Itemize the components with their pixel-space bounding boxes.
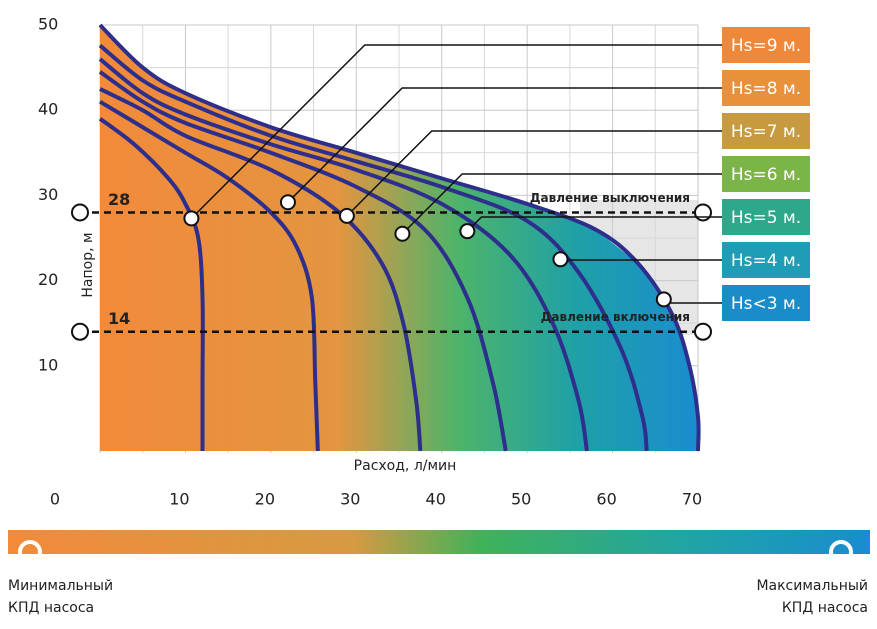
legend-label: Hs<3 м. — [731, 294, 801, 314]
legend-box — [722, 70, 810, 106]
legend-box — [722, 199, 810, 235]
legend-label: Hs=8 м. — [731, 79, 801, 99]
legend-box — [722, 156, 810, 192]
legend-label: Hs=7 м. — [731, 122, 801, 142]
pressure-value: 14 — [108, 309, 130, 328]
x-tick-label: 10 — [169, 490, 189, 509]
pump-curve — [98, 57, 589, 452]
x-tick-label: 40 — [426, 490, 446, 509]
legend-box — [722, 285, 810, 321]
x-tick-label: 70 — [682, 490, 702, 509]
legend-label: Hs=4 м. — [731, 251, 801, 271]
pressure-marker — [71, 322, 89, 341]
pressure-marker — [694, 322, 712, 341]
scale-min-marker — [18, 540, 42, 564]
x-tick-label: 60 — [596, 490, 616, 509]
curve-point — [655, 291, 672, 308]
max-label: Максимальный — [756, 578, 868, 594]
y-tick-label: 10 — [38, 355, 58, 374]
leader-line — [401, 173, 722, 235]
leader-line — [559, 259, 722, 261]
x-tick-label: 30 — [340, 490, 360, 509]
pressure-marker — [71, 203, 89, 222]
y-tick-label: 40 — [38, 100, 58, 119]
y-axis-label: Напор, м — [80, 232, 96, 297]
y-tick-label: 30 — [38, 185, 58, 204]
legend-box — [722, 113, 810, 149]
leader-line — [287, 87, 722, 203]
efficiency-scale — [8, 530, 870, 554]
y-tick-label: 20 — [38, 270, 58, 289]
x-tick-label: 50 — [511, 490, 531, 509]
pump-curve — [98, 99, 320, 452]
pressure-marker — [694, 203, 712, 222]
pressure-text: Давление выключения — [530, 191, 690, 205]
pressure-text: Давление включения — [541, 310, 690, 324]
legend-box — [722, 242, 810, 278]
y-tick-label: 50 — [38, 15, 58, 34]
x-tick-label: 0 — [50, 490, 60, 509]
legend-label: Hs=5 м. — [731, 208, 801, 228]
curve-point — [183, 210, 200, 227]
legend-label: Hs=6 м. — [731, 165, 801, 185]
pump-curve — [99, 87, 423, 452]
legend-box — [722, 27, 810, 63]
x-axis-label: Расход, л/мин — [354, 458, 457, 474]
pump-curve — [98, 23, 701, 452]
x-tick-label: 20 — [255, 490, 275, 509]
curve-point — [394, 225, 411, 242]
pump-curve — [98, 43, 649, 452]
curve-point — [279, 194, 296, 211]
max-label: КПД насоса — [782, 600, 868, 616]
curve-point — [552, 251, 569, 268]
curve-point — [459, 223, 476, 240]
pump-curve — [98, 70, 508, 452]
min-label: Минимальный — [8, 578, 113, 594]
legend-label: Hs=9 м. — [731, 36, 801, 56]
pressure-value: 28 — [108, 190, 130, 209]
curve-point — [338, 207, 355, 224]
min-label: КПД насоса — [8, 600, 94, 616]
scale-max-marker — [829, 540, 853, 564]
leader-line — [190, 44, 722, 219]
leader-line — [346, 130, 722, 217]
